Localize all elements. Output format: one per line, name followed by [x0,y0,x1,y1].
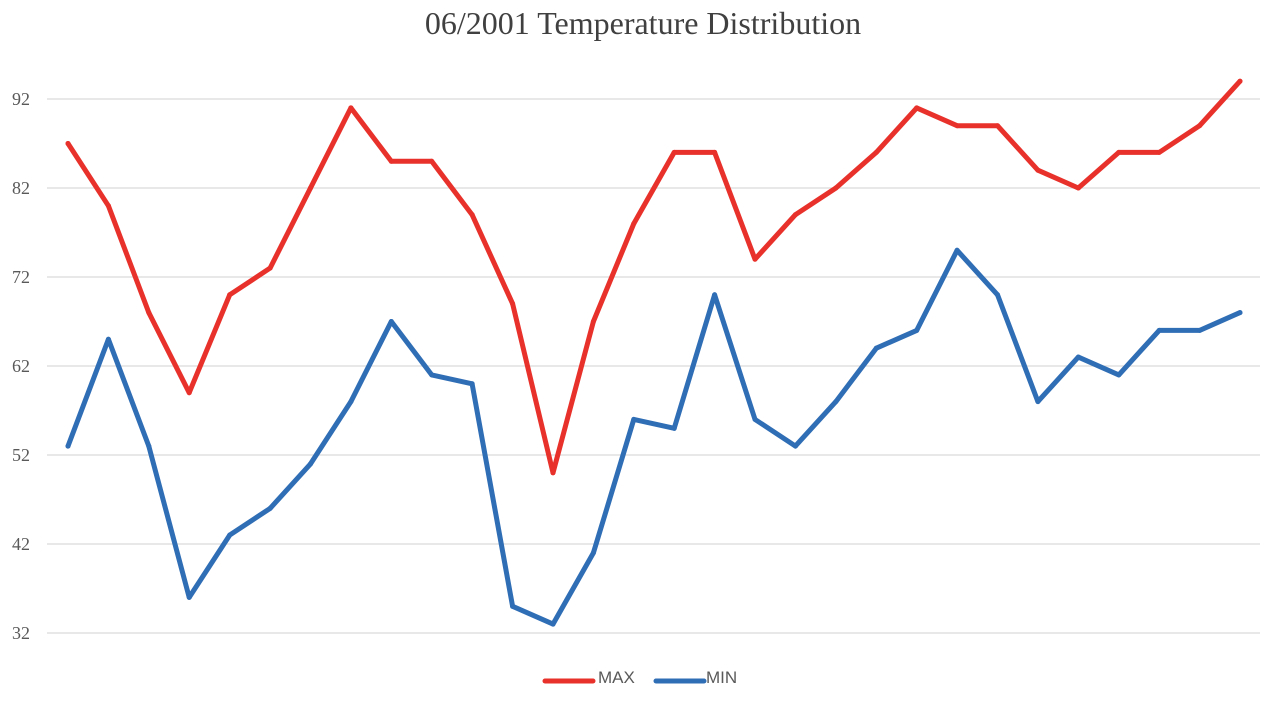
data-point-max-3 [146,310,152,316]
data-point-max-29 [1197,123,1203,129]
data-point-min-4 [186,594,192,600]
data-point-max-18 [752,256,758,262]
data-point-min-15 [631,416,637,422]
data-point-max-23 [954,123,960,129]
data-point-max-4 [186,390,192,396]
data-point-min-22 [914,327,920,333]
data-point-min-3 [146,443,152,449]
data-point-max-27 [1116,149,1122,155]
data-point-max-25 [1035,167,1041,173]
data-point-min-5 [227,532,233,538]
data-point-min-26 [1075,354,1081,360]
data-point-max-19 [792,212,798,218]
data-point-min-12 [510,603,516,609]
data-point-min-11 [469,381,475,387]
data-point-min-18 [752,416,758,422]
y-tick-label-82: 82 [12,178,30,198]
y-tick-label-52: 52 [12,445,30,465]
data-point-max-24 [995,123,1001,129]
chart-title: 06/2001 Temperature Distribution [425,5,861,41]
data-point-min-30 [1237,310,1243,316]
data-point-min-16 [671,425,677,431]
y-axis-ticks: 32 42 52 62 72 82 92 [12,89,30,643]
data-point-max-20 [833,185,839,191]
legend-label-max: MAX [598,668,635,687]
data-point-max-7 [307,185,313,191]
data-point-min-10 [429,372,435,378]
y-tick-label-92: 92 [12,89,30,109]
data-point-min-9 [388,319,394,324]
y-tick-label-72: 72 [12,267,30,287]
data-point-min-6 [267,505,273,511]
legend: MAX MIN [542,668,737,687]
data-point-min-20 [833,399,839,405]
data-point-min-13 [550,621,556,627]
series-line-max [65,78,1243,476]
data-point-min-24 [995,292,1001,298]
data-point-min-23 [954,247,960,253]
data-point-min-8 [348,399,354,405]
data-point-min-27 [1116,372,1122,378]
y-tick-label-62: 62 [12,356,30,376]
data-point-max-12 [510,301,516,307]
data-point-max-13 [550,470,556,476]
data-point-max-28 [1156,149,1162,155]
data-point-min-14 [590,550,596,556]
data-point-max-11 [469,212,475,218]
y-tick-label-42: 42 [12,534,30,554]
data-point-min-7 [307,461,313,467]
data-point-max-9 [388,158,394,164]
data-point-min-29 [1197,327,1203,333]
gridlines [47,98,1260,634]
data-point-min-2 [105,336,111,342]
data-point-min-1 [65,443,71,449]
series-lines [65,78,1243,627]
data-point-max-5 [227,292,233,298]
data-point-min-25 [1035,399,1041,405]
data-point-min-21 [873,345,879,351]
data-point-max-8 [348,105,354,111]
data-point-max-15 [631,221,637,227]
data-point-max-30 [1237,78,1243,84]
data-point-min-19 [792,443,798,449]
data-point-max-17 [712,149,718,155]
data-point-min-28 [1156,327,1162,333]
y-tick-label-32: 32 [12,623,30,643]
data-point-max-1 [65,141,71,146]
data-point-max-16 [671,149,677,155]
data-point-min-17 [712,292,718,298]
legend-label-min: MIN [706,668,737,687]
data-point-max-10 [429,158,435,164]
series-line-min [65,247,1243,627]
data-point-max-21 [873,149,879,155]
data-point-max-22 [914,105,920,111]
data-point-max-6 [267,265,273,271]
data-point-max-2 [105,203,111,209]
data-point-max-26 [1075,185,1081,191]
data-point-max-14 [590,319,596,324]
